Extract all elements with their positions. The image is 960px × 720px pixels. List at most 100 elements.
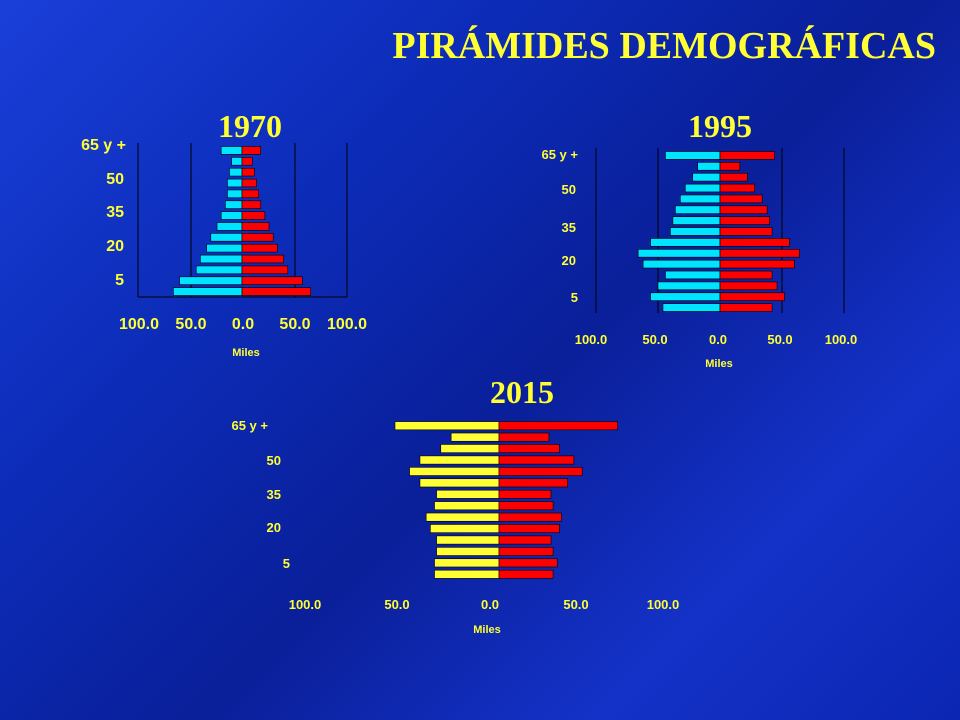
age-label-2015-0: 65 y +	[231, 418, 268, 433]
bar-left-2015-2	[440, 444, 500, 453]
x-tick-1970-2: 0.0	[231, 316, 255, 333]
pyramid-1970: 1970 65 y + 50 35 20 5 100.0 50.0 0.0 50…	[0, 0, 480, 380]
bar-right-2015-8	[498, 512, 562, 522]
chart-title-1970: 1970	[218, 108, 282, 144]
age-label-1970-3: 20	[106, 238, 124, 255]
bar-right-1995-5	[719, 205, 768, 214]
x-tick-1970-0: 100.0	[118, 316, 160, 333]
bar-left-2015-12	[434, 558, 500, 568]
bar-right-2015-10	[498, 535, 552, 545]
bar-left-2015-10	[436, 535, 500, 545]
bar-right-1995-7	[719, 227, 773, 236]
age-label-1995-1: 50	[561, 182, 576, 197]
bar-right-1970-11	[241, 265, 289, 275]
x-tick-1995-0: 100.0	[574, 332, 608, 347]
bar-right-1970-10	[241, 254, 284, 264]
bar-right-1970-0	[241, 146, 262, 155]
age-label-1995-2: 35	[561, 220, 576, 235]
x-axis-label-1995: Miles	[705, 358, 733, 370]
age-label-2015-4: 5	[282, 556, 290, 571]
age-label-1995-0: 65 y +	[541, 147, 578, 162]
bar-right-1970-7	[241, 222, 270, 231]
bar-right-1995-10	[719, 259, 795, 269]
bar-right-1970-13	[241, 287, 311, 296]
bar-right-1995-11	[719, 270, 773, 280]
x-tick-1995-4: 100.0	[824, 332, 858, 347]
x-tick-2015-0: 100.0	[288, 597, 322, 612]
age-label-1970-1: 50	[106, 171, 124, 188]
bar-left-2015-8	[425, 512, 500, 522]
bar-right-1995-0	[719, 151, 775, 160]
x-tick-2015-2: 0.0	[480, 597, 500, 612]
bar-left-2015-3	[419, 455, 500, 465]
x-tick-1970-1: 50.0	[175, 316, 207, 333]
bar-right-2015-11	[498, 547, 554, 556]
age-label-2015-3: 20	[266, 520, 281, 535]
bar-right-1970-1	[241, 157, 253, 166]
bar-right-1970-2	[241, 167, 255, 177]
bar-right-1995-12	[719, 281, 778, 291]
bar-right-1995-4	[719, 194, 763, 204]
bar-right-1970-4	[241, 189, 259, 199]
age-label-2015-1: 50	[266, 453, 281, 468]
bar-right-1995-8	[719, 238, 790, 247]
bar-right-1995-14	[719, 303, 773, 312]
x-tick-1995-3: 50.0	[767, 332, 793, 347]
bar-right-2015-3	[498, 455, 575, 465]
bar-right-1995-1	[719, 162, 741, 171]
bar-right-2015-0	[498, 421, 618, 431]
bar-right-2015-1	[498, 432, 550, 442]
bar-right-2015-7	[498, 501, 554, 511]
x-tick-1970-3: 50.0	[279, 316, 311, 333]
bar-right-1970-6	[241, 211, 266, 220]
age-label-1995-4: 5	[570, 290, 578, 305]
x-axis-label-2015: Miles	[473, 624, 501, 636]
bar-right-2015-4	[498, 467, 583, 476]
bar-right-1970-12	[241, 276, 303, 285]
bar-left-2015-5	[419, 478, 500, 488]
pyramid-1995: 1995 65 y + 50 35 20 5 100.0 50.0 0.0 50…	[541, 108, 858, 370]
bar-right-2015-5	[498, 478, 568, 488]
x-axis-label-1970: Miles	[232, 347, 260, 359]
bar-left-2015-4	[409, 467, 500, 476]
chart-title-2015: 2015	[490, 374, 554, 410]
bar-right-1970-5	[241, 200, 262, 209]
bar-left-2015-0	[394, 421, 500, 431]
bar-right-1995-9	[719, 249, 800, 258]
bar-right-1970-3	[241, 178, 257, 188]
bar-right-2015-9	[498, 524, 560, 533]
plot-1970	[137, 143, 348, 298]
x-tick-2015-3: 50.0	[563, 597, 589, 612]
bar-right-2015-2	[498, 444, 560, 453]
chart-title-1995: 1995	[688, 108, 752, 144]
age-label-1970-0: 65 y +	[81, 137, 126, 154]
bar-right-2015-12	[498, 558, 558, 568]
bar-right-1970-9	[241, 243, 278, 253]
bar-right-2015-6	[498, 489, 552, 499]
bar-left-2015-9	[430, 524, 500, 533]
bar-left-2015-13	[434, 569, 500, 579]
x-tick-1970-4: 100.0	[326, 316, 368, 333]
plot-1995	[595, 148, 845, 313]
bar-right-2015-13	[498, 569, 554, 579]
bar-left-2015-11	[436, 547, 500, 556]
page-title: PIRÁMIDES DEMOGRÁFICAS	[392, 25, 936, 67]
x-tick-1995-1: 50.0	[642, 332, 668, 347]
x-tick-2015-1: 50.0	[384, 597, 410, 612]
bar-left-2015-7	[434, 501, 500, 511]
bar-left-2015-1	[450, 432, 500, 442]
age-label-2015-2: 35	[266, 487, 281, 502]
x-tick-1995-2: 0.0	[708, 332, 728, 347]
age-label-1970-2: 35	[106, 204, 124, 221]
bar-right-1995-13	[719, 292, 785, 301]
bar-right-1970-8	[241, 233, 274, 242]
bar-left-2015-6	[436, 489, 500, 499]
age-label-1995-3: 20	[561, 253, 576, 268]
bar-right-1995-6	[719, 216, 770, 225]
x-tick-2015-4: 100.0	[646, 597, 680, 612]
bar-right-1995-3	[719, 183, 756, 193]
age-label-1970-4: 5	[115, 272, 124, 289]
bar-right-1995-2	[719, 172, 748, 182]
